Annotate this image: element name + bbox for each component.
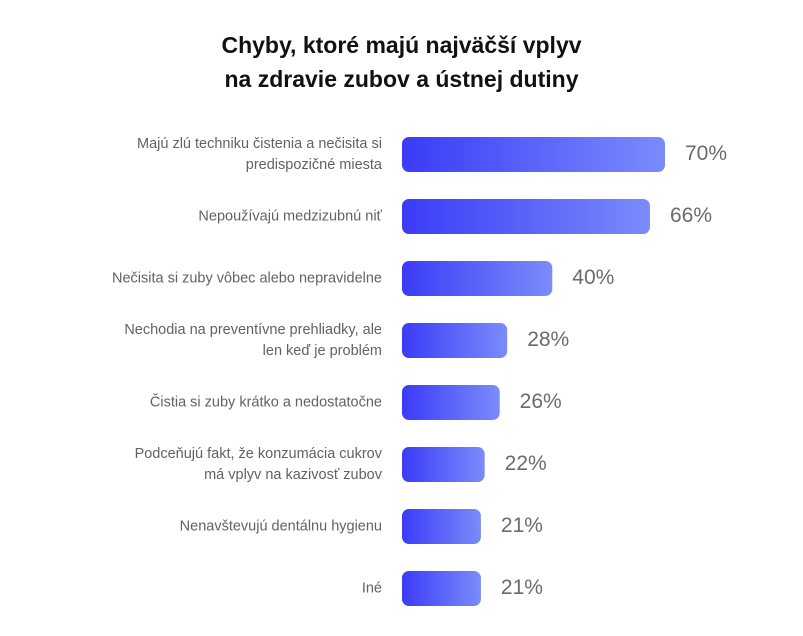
bar-6 — [402, 447, 485, 482]
category-label-1: Majú zlú techniku čistenia a nečisita si… — [137, 136, 383, 173]
bar-4 — [402, 323, 508, 358]
bar-2 — [402, 199, 650, 234]
category-label-5: Čistia si zuby krátko a nedostatočne — [150, 393, 382, 410]
value-label-8: 21% — [501, 576, 543, 599]
value-label-5: 26% — [520, 390, 562, 413]
category-label-4: Nechodia na preventívne prehliadky, ale l… — [124, 322, 382, 359]
bar-3 — [402, 261, 553, 296]
value-label-3: 40% — [572, 266, 614, 289]
category-label-2: Nepoužívajú medzizubnú niť — [198, 208, 382, 224]
category-label-8: Iné — [362, 580, 382, 596]
bar-1 — [402, 137, 665, 172]
chart-title-line-2: na zdravie zubov a ústnej dutiny — [224, 66, 579, 92]
value-label-6: 22% — [505, 452, 547, 475]
bar-5 — [402, 385, 500, 420]
value-label-2: 66% — [670, 204, 712, 227]
chart-title: Chyby, ktoré majú najväčší vplyv na zdra… — [0, 28, 803, 96]
bars-group: Majú zlú techniku čistenia a nečisita si… — [112, 136, 727, 606]
value-label-7: 21% — [501, 514, 543, 537]
category-label-3: Nečisita si zuby vôbec alebo nepravideln… — [112, 270, 382, 286]
bar-8 — [402, 571, 481, 606]
value-label-1: 70% — [685, 142, 727, 165]
category-label-7: Nenavštevujú dentálnu hygienu — [180, 518, 382, 534]
chart-title-line-1: Chyby, ktoré majú najväčší vplyv — [221, 32, 582, 58]
bar-7 — [402, 509, 481, 544]
value-label-4: 28% — [527, 328, 569, 351]
category-label-6: Podceňujú fakt, že konzumácia cukrov má v… — [135, 446, 383, 483]
